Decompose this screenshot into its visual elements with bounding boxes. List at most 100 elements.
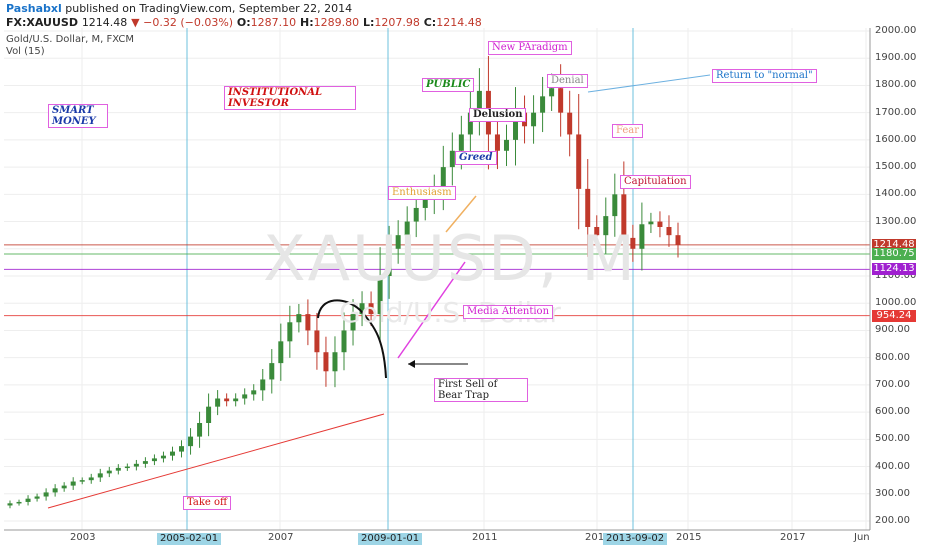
- candle-body: [242, 394, 248, 399]
- price-level-tag: 1124.13: [872, 263, 916, 276]
- candle-body: [7, 503, 13, 506]
- candle-body: [260, 379, 266, 391]
- candle-body: [449, 150, 455, 168]
- candle-body: [404, 221, 410, 236]
- price-level-tag: 1214.48: [872, 238, 916, 251]
- candle-body: [395, 235, 401, 249]
- y-tick-label: 1300.00: [875, 215, 917, 227]
- candle-body: [359, 303, 365, 315]
- close-label: C:: [423, 16, 437, 29]
- candle-body: [115, 467, 121, 471]
- publish-line: Pashabxl published on TradingView.com, S…: [6, 2, 352, 15]
- annotation-smart-money: SMART MONEY: [48, 104, 108, 128]
- volume-label: Vol (15): [6, 46, 45, 57]
- publish-text: published on TradingView.com, September …: [65, 2, 353, 15]
- pointer-return-normal: [587, 74, 711, 93]
- candle-body: [169, 451, 175, 456]
- y-tick-label: 1500.00: [875, 161, 917, 173]
- annotation-take-off: Take off: [183, 496, 232, 510]
- name-watermark: Gold/U.S. Dollar: [339, 296, 561, 329]
- candle-body: [603, 216, 609, 236]
- symbol-label: FX:XAUUSD: [6, 16, 78, 29]
- candle-body: [278, 341, 284, 364]
- candle-body: [52, 488, 58, 493]
- candle-body: [70, 481, 76, 486]
- x-tick-label: Jun: [854, 532, 870, 543]
- candle-body: [124, 466, 130, 469]
- annotation-return-normal: Return to "normal": [712, 69, 817, 83]
- candle-body: [675, 235, 681, 245]
- annotation-public: PUBLIC: [422, 78, 475, 92]
- candle-body: [151, 458, 157, 462]
- candle-body: [639, 224, 645, 249]
- x-tick-label: 2015: [676, 532, 702, 543]
- annotation-delusion: Delusion: [469, 108, 527, 122]
- y-tick-label: 700.00: [875, 378, 910, 390]
- y-tick-label: 1800.00: [875, 79, 917, 91]
- ohlc-line: FX:XAUUSD 1214.48 ▼ −0.32 (−0.03%) O:128…: [6, 16, 482, 29]
- candle-body: [467, 112, 473, 135]
- candle-body: [666, 227, 672, 236]
- y-tick-label: 1400.00: [875, 188, 917, 200]
- candle-body: [558, 88, 564, 113]
- low-value: 1207.98: [374, 16, 420, 29]
- candle-body: [206, 406, 212, 423]
- candle-body: [133, 463, 139, 467]
- bear-trap-curve: [317, 299, 387, 379]
- y-tick-label: 200.00: [875, 515, 910, 526]
- high-value: 1289.80: [313, 16, 360, 29]
- arrow-head-bear-trap: [408, 360, 415, 368]
- high-label: H:: [300, 16, 314, 29]
- candle-body: [188, 436, 194, 447]
- y-tick-label: 2000.00: [875, 25, 917, 36]
- candle-body: [25, 498, 31, 502]
- y-tick-label: 400.00: [875, 460, 910, 472]
- x-tick-label: 2007: [268, 532, 294, 543]
- date-marker-tag: 2005-02-01: [157, 533, 222, 545]
- trendline-enthusiasm: [445, 195, 477, 233]
- candle-body: [341, 330, 347, 353]
- candle-body: [179, 446, 185, 452]
- y-tick-label: 900.00: [875, 324, 910, 336]
- candle-body: [224, 398, 230, 402]
- candle-body: [251, 390, 257, 395]
- candle-body: [576, 134, 582, 189]
- candle-body: [269, 363, 275, 380]
- y-tick-label: 1700.00: [875, 106, 917, 118]
- candle-body: [97, 473, 103, 478]
- y-tick-label: 1900.00: [875, 52, 917, 64]
- candle-body: [296, 314, 302, 323]
- x-tick-label: 2017: [780, 532, 806, 543]
- x-tick-label: 201: [585, 532, 605, 543]
- candle-body: [594, 227, 600, 236]
- price-level-tag: 954.24: [872, 309, 916, 322]
- price-change: ▼ −0.32 (−0.03%): [131, 16, 234, 29]
- candle-body: [549, 88, 555, 97]
- author-link[interactable]: Pashabxl: [6, 2, 62, 15]
- candle-body: [413, 207, 419, 222]
- candle-body: [314, 330, 320, 353]
- annotation-media-attention: Media Attention: [463, 305, 554, 319]
- candle-body: [305, 314, 311, 331]
- candle-body: [648, 221, 654, 225]
- candle-body: [657, 221, 663, 227]
- candle-body: [458, 134, 464, 151]
- y-tick-label: 600.00: [875, 406, 910, 418]
- open-label: O:: [236, 16, 251, 29]
- candle-body: [630, 237, 636, 249]
- low-label: L:: [362, 16, 375, 29]
- symbol-watermark: XAUUSD, M: [263, 222, 637, 295]
- candle-body: [233, 398, 239, 402]
- candle-body: [287, 322, 293, 342]
- y-tick-label: 1100.00: [875, 270, 917, 281]
- candle-body: [106, 470, 112, 474]
- trendline-media: [397, 261, 466, 359]
- annotation-enthusiasm: Enthusiasm: [388, 186, 456, 200]
- date-marker-tag: 2013-09-02: [603, 533, 668, 545]
- annotation-institutional: INSTITUTIONAL INVESTOR: [224, 86, 356, 110]
- candle-body: [16, 501, 22, 504]
- candle-body: [540, 96, 546, 113]
- candle-body: [476, 90, 482, 113]
